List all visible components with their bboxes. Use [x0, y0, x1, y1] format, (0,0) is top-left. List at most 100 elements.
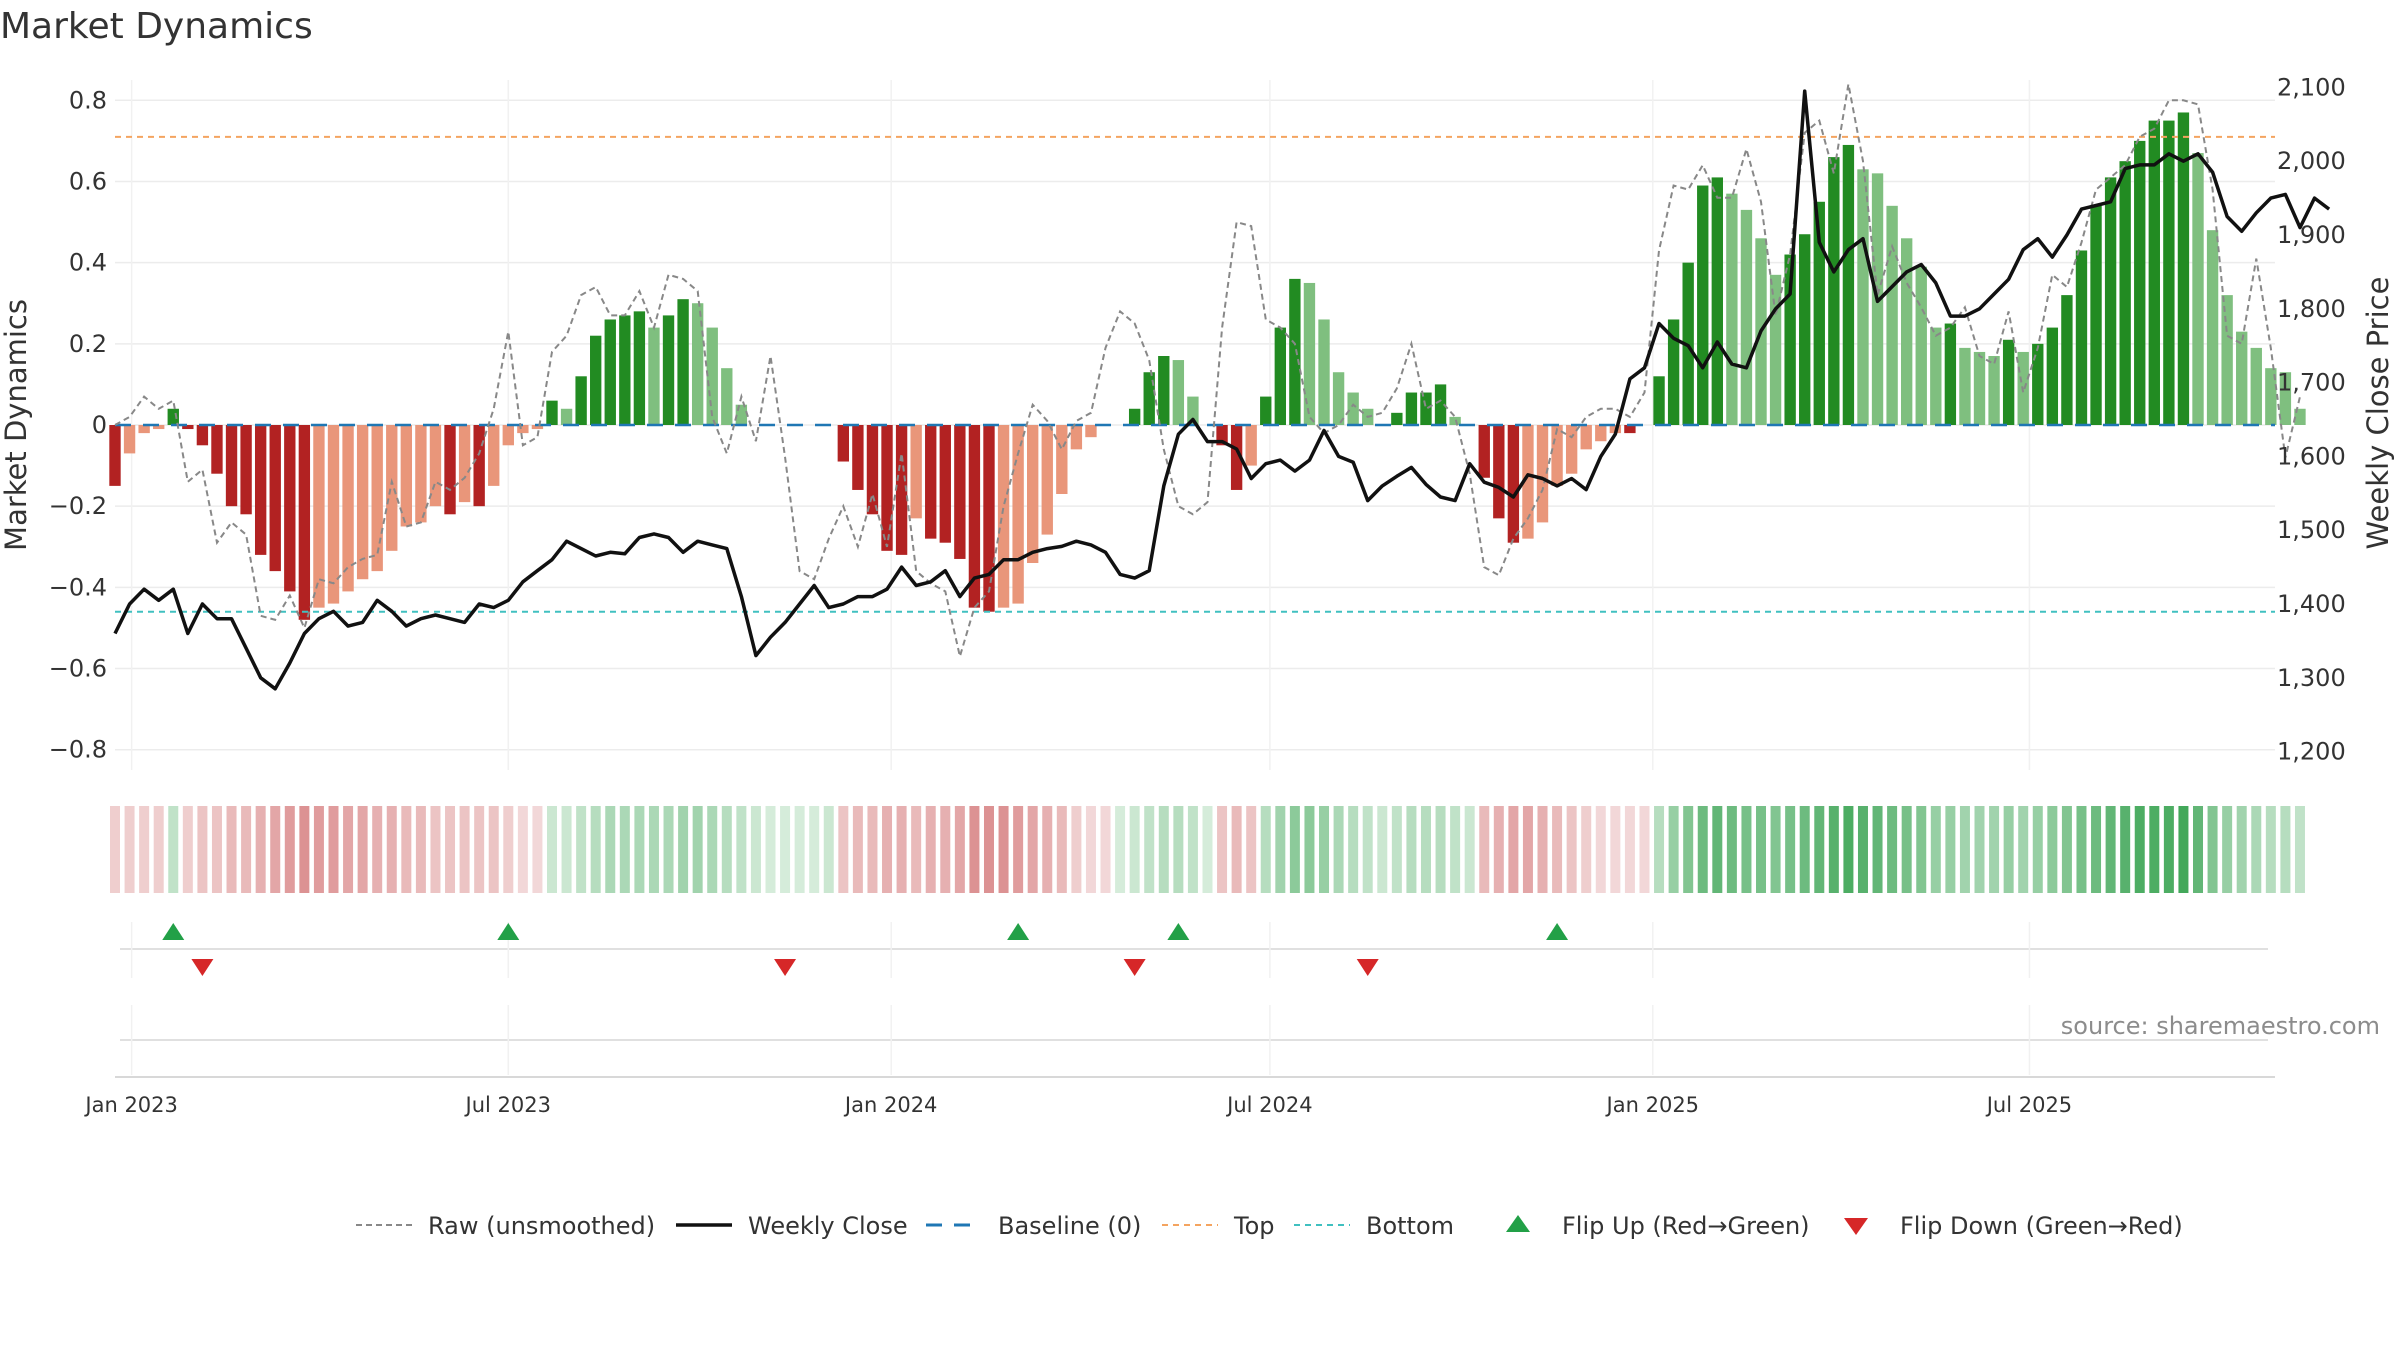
dynamics-bar — [2119, 161, 2131, 426]
dynamics-bar — [1128, 408, 1141, 425]
dynamics-bar — [1900, 238, 1913, 425]
heat-cell — [707, 806, 718, 893]
heat-cell — [2178, 806, 2189, 893]
left-tick-label: 0 — [92, 411, 107, 439]
heat-cell — [226, 806, 237, 893]
dynamics-bar — [1769, 274, 1782, 425]
legend-item-bottom: Bottom — [1294, 1212, 1454, 1240]
left-tick-label: −0.6 — [49, 655, 107, 683]
heat-cell — [1217, 806, 1228, 893]
heat-cell — [2134, 806, 2145, 893]
right-tick-label: 1,600 — [2277, 442, 2346, 470]
dynamics-bar — [852, 425, 864, 490]
dynamics-bar — [1274, 327, 1286, 425]
left-tick-label: 0.4 — [69, 249, 107, 277]
dynamics-bar — [444, 425, 456, 515]
dynamics-bar — [1172, 360, 1185, 425]
dynamics-bar — [473, 425, 485, 507]
legend-label: Top — [1233, 1212, 1275, 1240]
legend-item-raw: Raw (unsmoothed) — [356, 1212, 655, 1240]
heat-cell — [182, 806, 193, 893]
heat-cell — [2163, 806, 2174, 893]
dynamics-bar — [691, 303, 704, 425]
raw-series — [114, 83, 2301, 661]
heat-cell — [561, 806, 572, 893]
right-tick-label: 1,900 — [2277, 221, 2346, 249]
right-y-axis-ticks: 1,200 1,300 1,400 1,500 1,600 1,700 1,800 1,900… — [2277, 73, 2346, 765]
heat-cell — [1275, 806, 1286, 893]
heat-cell — [1726, 806, 1737, 893]
dynamics-bar — [356, 425, 369, 580]
dynamics-bar — [1187, 396, 1199, 425]
heat-cell — [1522, 806, 1533, 893]
heat-cell — [1129, 806, 1140, 893]
flip-up-marker — [162, 923, 185, 940]
heat-cell — [1697, 806, 1708, 893]
dynamics-bar — [881, 425, 893, 551]
dynamics-bar — [1813, 201, 1825, 425]
heat-cell — [2061, 806, 2072, 893]
heat-cell — [1741, 806, 1752, 893]
dynamics-bar — [1230, 425, 1243, 490]
heat-cell — [1843, 806, 1854, 893]
dynamics-bar — [1653, 376, 1665, 425]
heat-cell — [1887, 806, 1898, 893]
source-note: source: sharemaestro.com — [2060, 1012, 2380, 1040]
empty-panel — [120, 1005, 2268, 1075]
dynamics-bar — [2236, 331, 2248, 425]
heat-cell — [2193, 806, 2204, 893]
dynamics-bar — [1915, 266, 1927, 425]
dynamics-bar — [575, 376, 587, 425]
dynamics-bar — [1667, 319, 1680, 425]
legend-item-close: Weekly Close — [676, 1212, 908, 1240]
heat-cell — [2091, 806, 2102, 893]
dynamics-bar — [1012, 425, 1024, 604]
heat-cell — [1056, 806, 1067, 893]
dynamics-bar — [2250, 347, 2262, 425]
right-tick-label: 2,100 — [2277, 73, 2346, 101]
legend-label: Raw (unsmoothed) — [428, 1212, 655, 1240]
dynamics-bar — [211, 425, 223, 474]
heat-cell — [1493, 806, 1504, 893]
left-tick-label: −0.4 — [49, 573, 107, 601]
dynamics-bar — [458, 425, 471, 503]
heat-cell — [2294, 806, 2305, 893]
legend-item-top: Top — [1162, 1212, 1275, 1240]
heat-cell — [1144, 806, 1155, 893]
heat-cell — [1406, 806, 1417, 893]
dynamics-bar — [1973, 351, 1986, 425]
heat-cell — [1668, 806, 1679, 893]
heat-cell — [459, 806, 470, 893]
heat-cell — [1187, 806, 1198, 893]
heat-cell — [1814, 806, 1825, 893]
dynamics-bar — [590, 335, 602, 425]
heat-cell — [1712, 806, 1723, 893]
heat-cell — [823, 806, 834, 893]
flip-up-marker — [1167, 923, 1190, 940]
heat-cell — [2003, 806, 2014, 893]
flip-down-marker — [1123, 959, 1146, 976]
dynamics-bar — [706, 327, 718, 425]
dynamics-bar — [269, 425, 281, 572]
dynamics-bar — [2134, 140, 2146, 425]
heat-cell — [445, 806, 456, 893]
left-y-axis-ticks: −0.8 −0.6 −0.4 −0.2 0 0.2 0.4 0.6 0.8 — [49, 86, 107, 763]
dynamics-bar — [1405, 392, 1418, 425]
chart-title: Market Dynamics — [0, 6, 313, 47]
legend-label: Bottom — [1366, 1212, 1454, 1240]
heat-cell — [153, 806, 164, 893]
dynamics-bar — [2177, 112, 2190, 426]
heat-cell — [415, 806, 426, 893]
heat-cell — [386, 806, 397, 893]
dynamics-bar — [1697, 185, 1709, 425]
dynamics-bar — [1245, 425, 1257, 466]
date-axis: Jan 2023 Jul 2023 Jan 2024 Jul 2024 Jan 2025… — [83, 1076, 2275, 1117]
flip-down-marker — [774, 959, 797, 976]
heat-cell — [1231, 806, 1242, 893]
heat-cell — [241, 806, 252, 893]
dynamics-bar — [1959, 347, 1971, 425]
dynamics-bar — [1070, 425, 1083, 450]
heat-cell — [1654, 806, 1665, 893]
dynamics-bar — [1303, 282, 1316, 425]
